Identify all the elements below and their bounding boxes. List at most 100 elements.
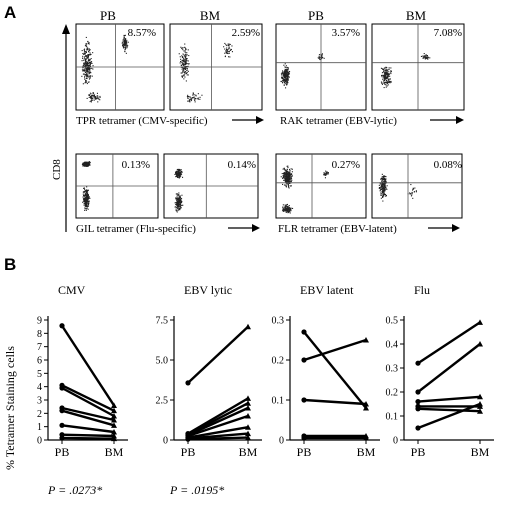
series-line-2 — [415, 341, 483, 395]
series-line-8 — [185, 434, 251, 442]
x-tick-label: PB — [55, 445, 70, 459]
chart-title: EBV lytic — [184, 283, 232, 297]
y-tick-label: 0.3 — [272, 316, 285, 327]
flow-plot-rak-bm — [371, 23, 465, 111]
pct-tpr-bm: 2.59% — [232, 27, 260, 39]
point-pb — [301, 329, 307, 335]
point-bm — [477, 393, 483, 400]
point-bm — [111, 429, 117, 435]
point-bm — [363, 405, 369, 411]
point-pb — [415, 406, 421, 412]
y-tick-label: 0.3 — [386, 364, 399, 375]
y-tick-label: 0 — [279, 436, 284, 447]
pct-rak-pb: 3.57% — [332, 27, 360, 39]
series-segment — [187, 397, 249, 435]
p-value: P = .0273* — [47, 483, 102, 497]
y-tick-label: 7.5 — [156, 316, 169, 327]
y-tick-label: 4 — [37, 382, 42, 393]
header-bm-2: BM — [406, 8, 427, 23]
point-bm — [477, 341, 483, 347]
y-tick-label: 0.1 — [386, 412, 399, 423]
series-line-1 — [185, 323, 251, 386]
chart-title: Flu — [414, 283, 430, 297]
point-bm — [477, 401, 483, 407]
arrow-rak — [430, 116, 464, 124]
flow-dots — [280, 165, 329, 214]
pct-flr-pb: 0.27% — [332, 159, 360, 171]
pct-rak-bm: 7.08% — [434, 27, 462, 39]
series-segment — [303, 398, 367, 406]
point-bm — [245, 405, 251, 411]
line-charts: CMV 0 1 2 3 4 5 6 7 8 9 PB BM P = .0273* EBV lytic 0 2.5… — [37, 283, 494, 497]
point-pb — [59, 323, 65, 329]
series-segment — [303, 338, 367, 362]
point-pb — [185, 380, 191, 386]
series-line-1 — [301, 329, 369, 411]
cd8-label: CD8 — [51, 159, 63, 180]
point-pb — [59, 435, 65, 441]
series-segment — [417, 407, 481, 413]
series-line-1 — [415, 319, 483, 366]
point-pb — [59, 385, 65, 391]
point-bm — [245, 400, 251, 406]
arrow-tpr — [232, 116, 264, 124]
arrow-gil — [228, 224, 260, 232]
point-bm — [245, 413, 251, 419]
series-segment — [61, 386, 115, 418]
point-bm — [111, 422, 117, 428]
flow-plot-rak-pb — [275, 23, 367, 111]
point-bm — [245, 395, 251, 401]
series-line-8 — [59, 435, 117, 442]
y-tick-label: 8 — [37, 329, 42, 340]
chart-title: CMV — [58, 283, 86, 297]
y-tick-label: 5.0 — [156, 356, 169, 367]
point-pb — [415, 425, 421, 431]
point-bm — [363, 435, 369, 441]
series-segment — [417, 395, 481, 403]
point-bm — [245, 434, 251, 441]
xlabel-gil: GIL tetramer (Flu-specific) — [76, 223, 196, 235]
flow-dots — [380, 53, 431, 89]
series-segment — [417, 321, 481, 365]
series-segment — [187, 402, 249, 436]
flow-dots — [280, 53, 325, 89]
flow-plot-gil-pb — [75, 153, 159, 219]
flow-dots — [81, 161, 91, 211]
series-segment — [187, 325, 249, 384]
point-bm — [363, 401, 369, 407]
point-bm — [363, 337, 369, 343]
series-segment — [61, 436, 115, 440]
point-bm — [111, 402, 117, 408]
header-pb-1: PB — [100, 8, 116, 23]
point-bm — [111, 435, 117, 442]
point-bm — [245, 424, 251, 430]
xlabel-tpr: TPR tetramer (CMV-specific) — [76, 115, 208, 127]
series-segment — [187, 426, 249, 439]
series-segment — [187, 432, 249, 440]
point-bm — [245, 430, 251, 437]
series-segment — [187, 406, 249, 437]
flow-plot-gil-bm — [163, 153, 259, 219]
series-line-6 — [59, 422, 117, 435]
point-pb — [301, 435, 307, 441]
flow-plot-tpr-pb — [75, 23, 165, 111]
x-tick-label: PB — [181, 445, 196, 459]
series-segment — [60, 325, 116, 407]
cd8-axis: CD8 — [51, 24, 70, 232]
xlabel-flr: FLR tetramer (EBV-latent) — [278, 223, 397, 235]
point-pb — [415, 399, 421, 405]
y-tick-label: 0.2 — [272, 356, 285, 367]
series-segment — [303, 331, 367, 409]
y-tick-label: 0.5 — [386, 316, 399, 327]
y-tick-label: 0 — [393, 436, 398, 447]
y-tick-label: 0 — [163, 436, 168, 447]
chart-flu: Flu 0 0.1 0.2 0.3 0.4 0.5 PB BM — [386, 283, 494, 459]
y-tick-label: 7 — [37, 342, 42, 353]
point-bm — [111, 407, 117, 414]
point-bm — [477, 319, 483, 325]
point-pb — [59, 408, 65, 414]
x-tick-label: BM — [357, 445, 376, 459]
series-segment — [61, 433, 115, 438]
chart-cmv: CMV 0 1 2 3 4 5 6 7 8 9 PB BM P = .0273* — [37, 283, 128, 497]
